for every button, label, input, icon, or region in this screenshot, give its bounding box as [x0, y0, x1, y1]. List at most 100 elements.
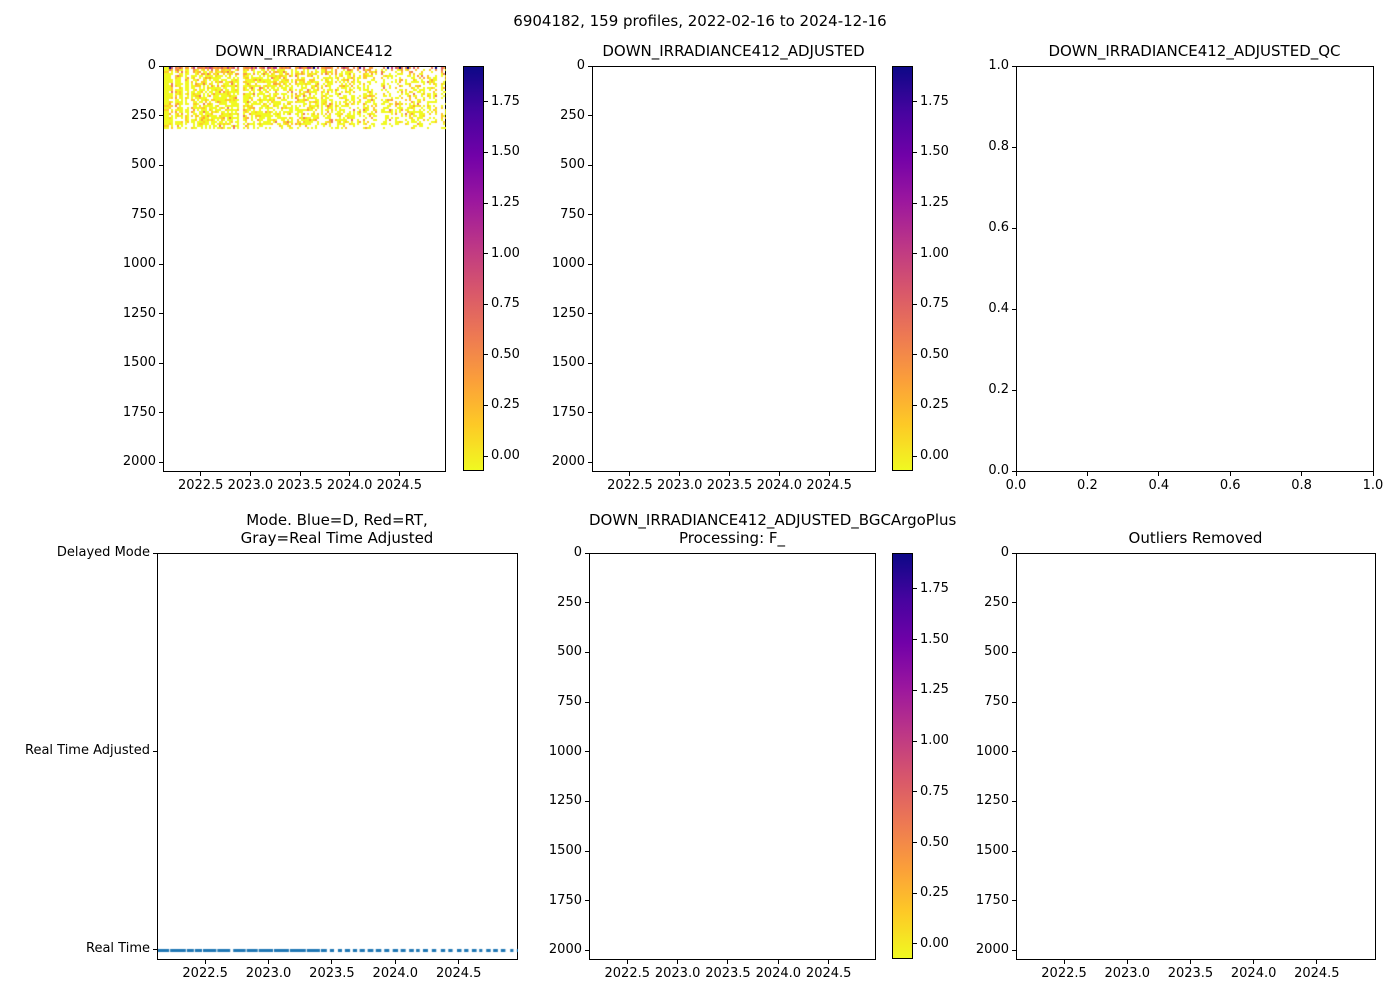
y-tick [585, 900, 589, 902]
x-tick [1372, 472, 1374, 476]
x-tick [394, 960, 396, 964]
x-tick-label: 2024.5 [376, 478, 423, 493]
x-tick-label: 2024.5 [435, 966, 482, 981]
y-tick [159, 214, 163, 216]
y-tick [585, 751, 589, 753]
colorbar-tick [913, 354, 917, 356]
x-tick-label: 2022.5 [182, 966, 228, 981]
title-irr-line1: DOWN_IRRADIANCE412 [215, 42, 393, 60]
y-tick-label: 750 [984, 694, 1009, 710]
y-tick-label: 0 [576, 58, 585, 73]
colorbar-tick-label: 1.75 [491, 93, 520, 109]
x-tick [828, 960, 830, 964]
colorbar-tick [913, 588, 917, 590]
y-tick-label: 1500 [548, 843, 582, 859]
y-tick [585, 701, 589, 703]
colorbar-tick-label: 0.50 [920, 346, 949, 362]
x-tick-label: 0.8 [1291, 478, 1312, 493]
x-tick-label: 2023.5 [277, 478, 323, 493]
colorbar-tick [913, 151, 917, 153]
y-tick [588, 263, 592, 265]
y-tick-label: 1500 [551, 355, 585, 371]
x-tick-label: 2023.0 [1104, 966, 1150, 981]
colorbar-tick [913, 253, 917, 255]
y-tick-label: 1000 [548, 743, 582, 759]
y-tick [159, 412, 163, 414]
colorbar-adj [892, 66, 913, 471]
y-tick [159, 164, 163, 166]
axes-out [1016, 553, 1376, 960]
y-tick [1012, 949, 1016, 951]
y-tick [159, 313, 163, 315]
colorbar-tick-label: 0.00 [920, 448, 949, 464]
x-tick [629, 472, 631, 476]
y-tick-label: 500 [557, 644, 582, 660]
y-tick [588, 164, 592, 166]
colorbar-tick-label: 0.75 [920, 296, 949, 312]
y-tick-label: 250 [560, 107, 585, 123]
colorbar-irr [463, 66, 484, 471]
axes-qc [1016, 66, 1374, 472]
x-tick [204, 960, 206, 964]
x-tick [200, 472, 202, 476]
x-tick-label: 2023.0 [245, 966, 292, 981]
y-tick [1012, 308, 1016, 310]
y-tick-label: 750 [557, 694, 582, 710]
colorbar-tick [484, 303, 488, 305]
y-tick-label: 1000 [551, 256, 585, 272]
colorbar-tick [484, 253, 488, 255]
y-tick-label: 1000 [975, 743, 1009, 759]
colorbar-tick-label: 1.75 [920, 580, 949, 596]
y-tick [1012, 552, 1016, 554]
colorbar-tick-label: 1.25 [920, 195, 949, 211]
title-bgc-line2: Processing: F_ [678, 529, 786, 547]
colorbar-tick [913, 791, 917, 793]
x-tick [626, 960, 628, 964]
x-tick-label: 2023.5 [706, 478, 753, 493]
y-tick-label: 250 [131, 107, 156, 123]
y-tick [1012, 751, 1016, 753]
y-tick-label: 0.8 [988, 139, 1009, 154]
y-tick [1012, 651, 1016, 653]
x-tick-label: 2024.0 [755, 966, 802, 981]
colorbar-bgc [892, 553, 913, 959]
y-tick [585, 552, 589, 554]
colorbar-tick-label: 0.25 [491, 397, 520, 413]
y-tick-label: 2000 [548, 942, 582, 958]
title-adj-line1: DOWN_IRRADIANCE412_ADJUSTED [602, 42, 865, 60]
y-tick-label: 500 [560, 157, 585, 173]
x-tick-label: 0.2 [1077, 478, 1098, 493]
x-tick-label: 2023.0 [227, 478, 274, 493]
y-tick-label: 2000 [551, 454, 585, 470]
x-tick [778, 472, 780, 476]
x-tick [777, 960, 779, 964]
y-tick-label: 0.2 [988, 382, 1009, 397]
x-tick-label: 2023.5 [705, 966, 751, 981]
y-tick [159, 115, 163, 117]
x-tick [1316, 960, 1318, 964]
y-tick-label: 1250 [122, 305, 156, 321]
colorbar-tick [484, 202, 488, 204]
y-tick-label: 250 [557, 594, 582, 610]
y-tick-label: 1250 [975, 793, 1009, 809]
x-tick-label: 2022.5 [607, 478, 653, 493]
x-tick-label: 1.0 [1362, 478, 1384, 493]
figure-title: 6904182, 159 profiles, 2022-02-16 to 202… [513, 12, 887, 30]
x-tick [828, 472, 830, 476]
y-tick-label: Delayed Mode [56, 545, 150, 560]
y-tick-label: 0 [147, 58, 156, 73]
y-tick [1012, 65, 1016, 67]
y-tick-label: Real Time [86, 941, 150, 957]
x-tick-label: 2024.0 [1230, 966, 1277, 981]
colorbar-tick-label: 1.00 [491, 245, 520, 261]
y-tick [585, 850, 589, 852]
y-tick-label: 2000 [975, 942, 1009, 958]
y-tick [588, 362, 592, 364]
colorbar-tick-label: 0.25 [920, 397, 949, 413]
y-tick [588, 461, 592, 463]
y-tick [585, 949, 589, 951]
x-tick [458, 960, 460, 964]
y-tick-label: 750 [560, 206, 585, 222]
mode-realtime-markers [158, 554, 518, 960]
